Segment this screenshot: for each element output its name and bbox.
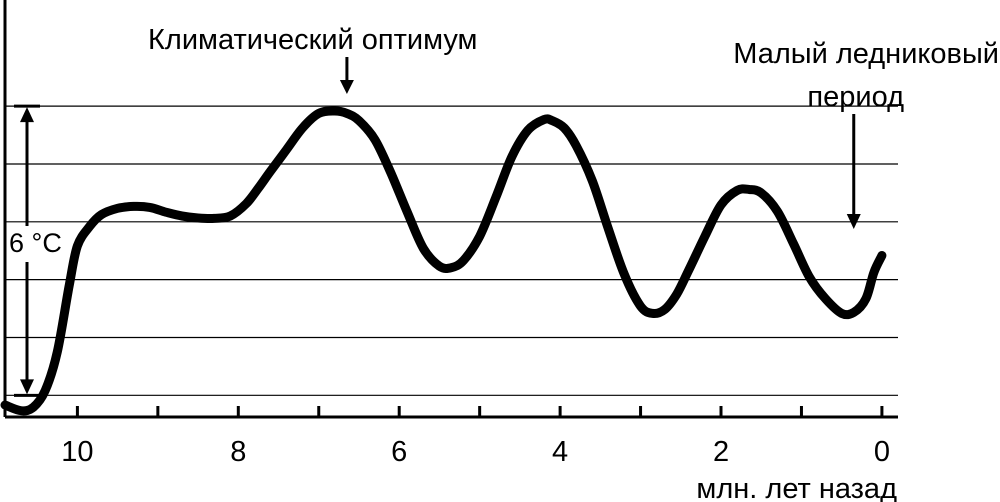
scale-bar-label: 6 °C — [9, 228, 62, 258]
x-tick-label-2: 2 — [713, 436, 729, 468]
scale-bar-up-arrowhead — [20, 107, 34, 123]
x-tick-label-8: 8 — [230, 436, 246, 468]
axes — [3, 0, 898, 419]
scale-bar-down-arrowhead — [20, 379, 34, 395]
grid-lines — [5, 105, 898, 396]
annotation-little-ice-age-line-2: период — [807, 81, 904, 113]
annotations: Климатический оптимум Малый ледниковый пер… — [148, 24, 999, 229]
annotation-optimum-arrowhead — [339, 80, 354, 94]
x-tick-label-0: 0 — [874, 436, 890, 468]
x-ticks — [75, 406, 884, 417]
x-tick-labels: 10 8 6 4 2 0 — [61, 436, 890, 468]
temperature-curve — [0, 106, 887, 416]
temperature-scale-bar: 6 °C — [9, 104, 62, 397]
x-tick-label-6: 6 — [391, 436, 407, 468]
x-tick-label-10: 10 — [61, 436, 93, 468]
annotation-climatic-optimum: Климатический оптимум — [148, 24, 478, 56]
x-axis-label: млн. лет назад — [696, 473, 897, 502]
temperature-line — [0, 106, 887, 416]
annotation-ice-age-arrowhead — [846, 214, 861, 229]
annotation-little-ice-age-line-1: Малый ледниковый — [733, 38, 999, 70]
x-tick-label-4: 4 — [552, 436, 568, 468]
